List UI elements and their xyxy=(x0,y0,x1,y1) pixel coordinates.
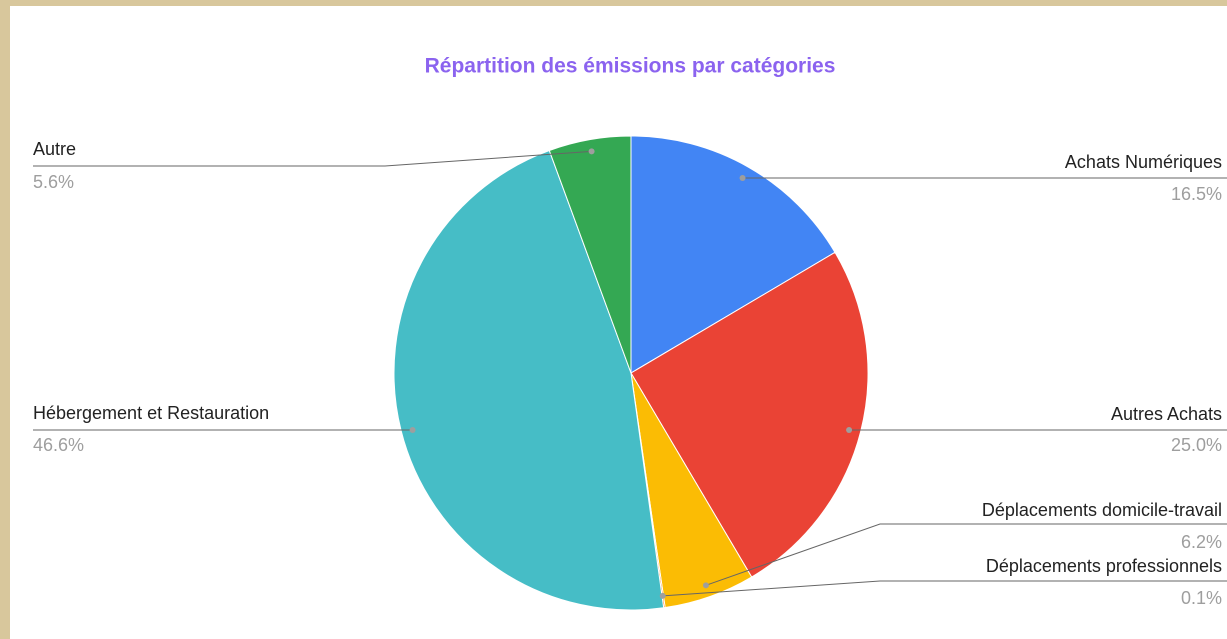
leader-dot xyxy=(409,427,416,433)
slice-value: 0.1% xyxy=(1181,588,1222,608)
slice-label: Déplacements domicile-travail xyxy=(982,500,1222,520)
leader-line xyxy=(33,150,592,167)
leader-dot xyxy=(846,427,853,433)
slice-label: Achats Numériques xyxy=(1065,152,1222,172)
leader-line xyxy=(705,523,1227,586)
chart-title: Répartition des émissions par catégories xyxy=(425,55,836,78)
slice-label: Hébergement et Restauration xyxy=(33,403,269,423)
slice-label: Déplacements professionnels xyxy=(986,556,1222,576)
leader-dot xyxy=(588,148,595,155)
pie-slice xyxy=(630,135,836,374)
leader-dot xyxy=(702,582,709,589)
pie-slice xyxy=(548,135,632,374)
leader-line xyxy=(662,580,1227,597)
leader-dot xyxy=(659,592,666,599)
slice-label: Autre xyxy=(33,139,76,159)
slice-value: 16.5% xyxy=(1171,184,1222,204)
leader-dot xyxy=(739,175,746,181)
pie-slice xyxy=(630,251,869,578)
slice-label: Autres Achats xyxy=(1111,404,1222,424)
slice-value: 46.6% xyxy=(33,435,84,455)
slice-value: 5.6% xyxy=(33,172,74,192)
slice-value: 6.2% xyxy=(1181,532,1222,552)
slice-value: 25.0% xyxy=(1171,435,1222,455)
